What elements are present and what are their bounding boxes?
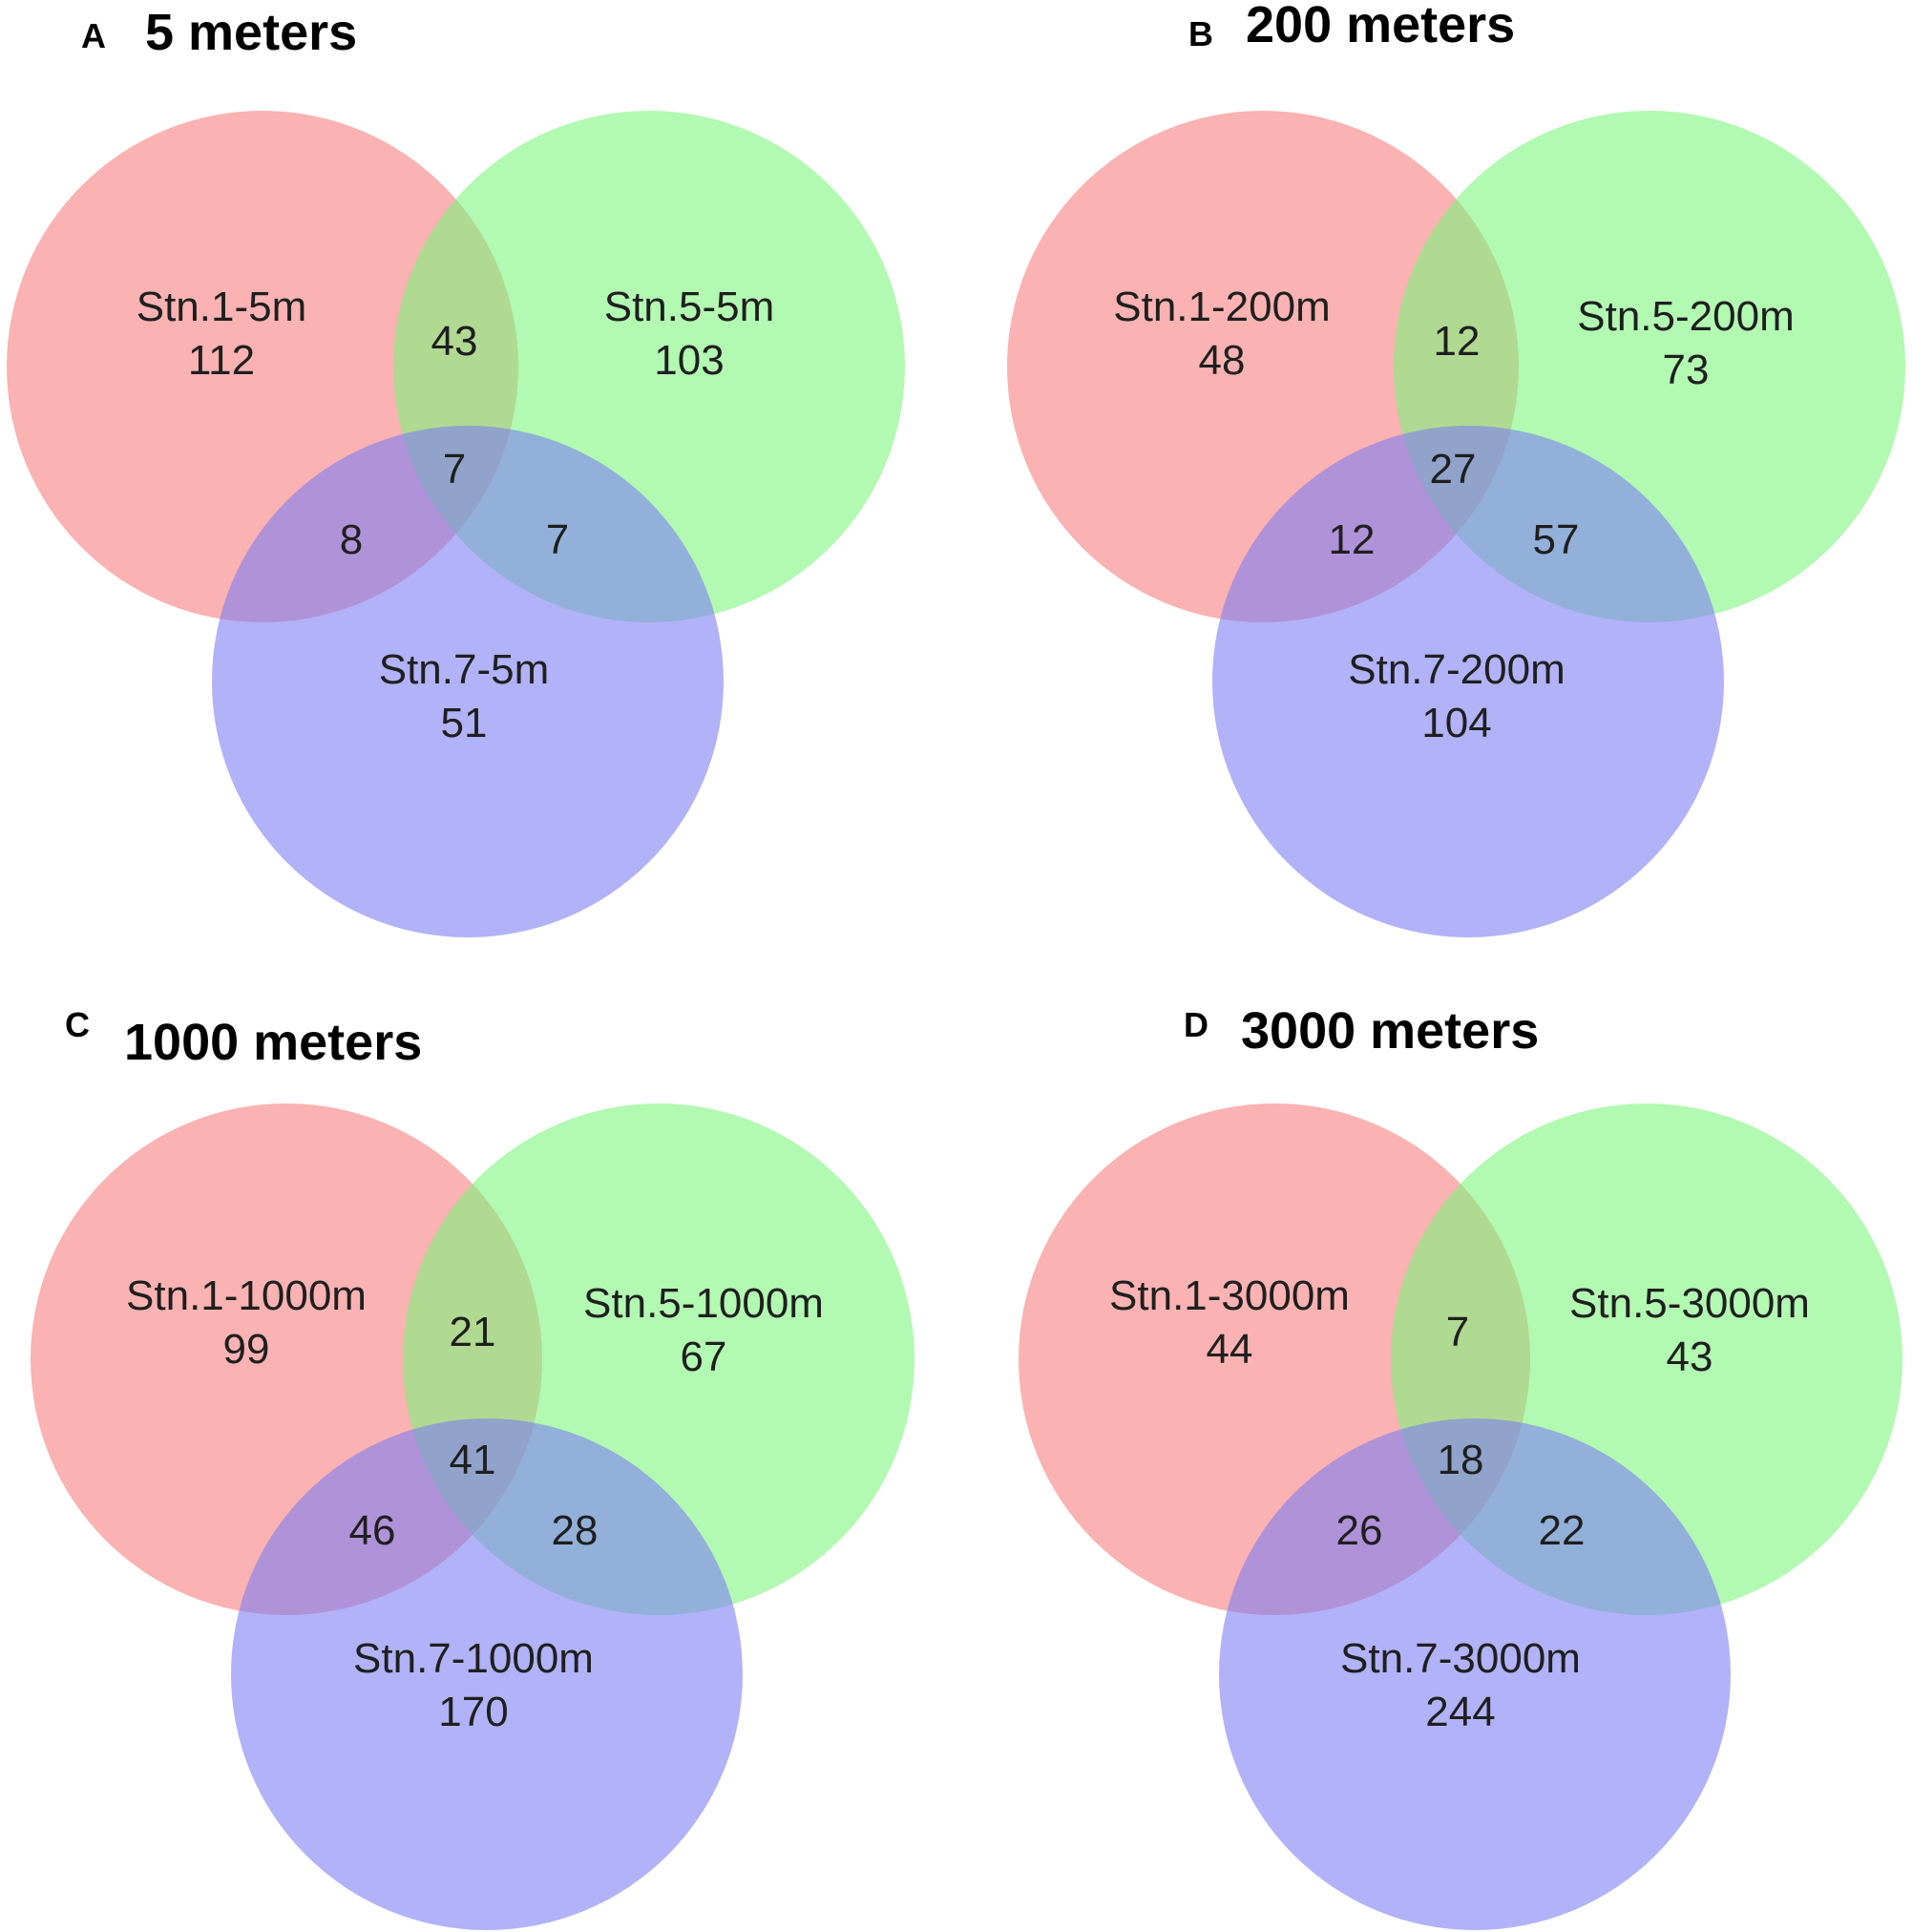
count-station-5-only: 43 [1667,1334,1713,1380]
count-overlap-1-5: 12 [1434,318,1481,365]
count-station-7-only: 244 [1425,1689,1495,1735]
count-station-7-only: 51 [441,700,488,746]
count-station-1-only: 112 [188,337,255,384]
count-overlap-1-7: 8 [340,516,363,563]
venn-circles-a [7,111,905,937]
panel-letter-a: A [81,16,106,55]
set-label-station-1: Stn.1-5m [137,284,307,330]
set-label-station-5: Stn.5-3000m [1569,1280,1810,1327]
count-overlap-1-5: 21 [450,1309,496,1355]
panel-b: B 200 meters Stn.1-200m 48 Stn.5-200m 73… [1007,0,1905,937]
circle-station-7 [1212,426,1724,937]
panel-c: C 1000 meters Stn.1-1000m 99 Stn.5-1000m… [31,1005,914,1930]
panel-title-c: 1000 meters [124,1014,422,1071]
set-label-station-7: Stn.7-1000m [353,1635,594,1682]
count-station-7-only: 104 [1421,700,1491,746]
count-overlap-5-7: 22 [1539,1507,1586,1554]
set-label-station-7: Stn.7-5m [379,646,550,693]
circle-station-7 [212,426,724,937]
set-label-station-1: Stn.1-200m [1113,284,1330,330]
count-overlap-1-7: 12 [1329,516,1376,563]
circle-station-7 [1219,1418,1731,1930]
count-overlap-1-5: 7 [1446,1309,1469,1355]
count-overlap-1-7: 26 [1336,1507,1383,1554]
count-station-5-only: 67 [681,1334,727,1380]
panel-letter-d: D [1184,1005,1208,1044]
count-station-1-only: 44 [1207,1326,1253,1373]
panel-title-d: 3000 meters [1241,1002,1539,1060]
count-overlap-all: 27 [1430,446,1477,493]
panel-title-b: 200 meters [1246,0,1515,53]
count-overlap-1-5: 43 [431,318,478,365]
count-station-5-only: 103 [654,337,724,384]
panel-letter-b: B [1188,14,1213,53]
set-label-station-5: Stn.5-200m [1577,293,1794,340]
count-station-1-only: 99 [223,1326,270,1373]
circle-station-7 [231,1418,743,1930]
set-label-station-7: Stn.7-3000m [1340,1635,1581,1682]
count-station-5-only: 73 [1663,346,1710,393]
count-overlap-all: 7 [443,446,466,493]
panel-d: D 3000 meters Stn.1-3000m 44 Stn.5-3000m… [1019,1002,1902,1930]
count-overlap-all: 18 [1438,1437,1484,1483]
venn-circles-d [1019,1103,1902,1930]
set-label-station-5: Stn.5-1000m [583,1280,824,1327]
count-overlap-all: 41 [450,1437,496,1483]
count-overlap-5-7: 57 [1533,516,1580,563]
count-overlap-5-7: 7 [546,516,569,563]
panel-a: A 5 meters Stn.1-5m 112 Stn.5-5m 103 Stn… [7,4,905,937]
venn-circles-c [31,1103,914,1930]
set-label-station-1: Stn.1-1000m [126,1272,367,1319]
panel-letter-c: C [65,1005,90,1044]
set-label-station-1: Stn.1-3000m [1109,1272,1350,1319]
count-overlap-5-7: 28 [552,1507,599,1554]
set-label-station-7: Stn.7-200m [1348,646,1565,693]
count-station-1-only: 48 [1199,337,1246,384]
count-station-7-only: 170 [438,1689,508,1735]
count-overlap-1-7: 46 [349,1507,396,1554]
venn-circles-b [1007,111,1905,937]
set-label-station-5: Stn.5-5m [604,284,775,330]
panel-title-a: 5 meters [145,4,357,61]
